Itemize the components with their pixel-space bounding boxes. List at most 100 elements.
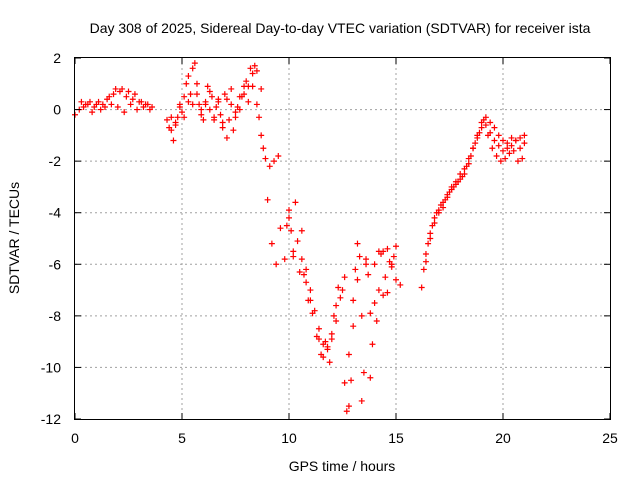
- data-point: [431, 220, 438, 227]
- data-point: [337, 294, 344, 301]
- data-point: [140, 103, 147, 110]
- data-point: [303, 279, 310, 286]
- data-point: [341, 379, 348, 386]
- data-point: [427, 230, 434, 237]
- data-point: [504, 140, 511, 147]
- data-point: [221, 91, 228, 98]
- data-point: [384, 289, 391, 296]
- data-point: [185, 73, 192, 80]
- data-point: [440, 204, 447, 211]
- data-point: [345, 403, 352, 410]
- data-point: [108, 101, 115, 108]
- data-point: [371, 299, 378, 306]
- data-point: [444, 191, 451, 198]
- data-point: [198, 106, 205, 113]
- data-point: [393, 276, 399, 283]
- data-point: [506, 150, 513, 157]
- data-point: [521, 140, 528, 147]
- data-point: [286, 214, 292, 221]
- data-point: [303, 266, 310, 273]
- x-tick-label: 5: [178, 430, 186, 446]
- x-tick-label: 25: [602, 430, 618, 446]
- data-point: [296, 269, 303, 276]
- data-point: [226, 116, 233, 123]
- data-point: [422, 250, 429, 257]
- data-point: [97, 106, 104, 113]
- plot-frame: [74, 57, 611, 420]
- data-point: [271, 158, 278, 165]
- data-point: [168, 114, 175, 121]
- data-point: [106, 93, 113, 100]
- data-point: [273, 261, 280, 268]
- y-tick-label: -4: [49, 205, 62, 221]
- data-point: [470, 145, 477, 152]
- data-point: [350, 323, 357, 330]
- data-point: [519, 155, 526, 162]
- data-point: [461, 165, 468, 172]
- data-point: [236, 106, 243, 113]
- data-point: [348, 377, 355, 384]
- data-point: [206, 106, 213, 113]
- data-point: [176, 103, 183, 110]
- data-point: [286, 207, 292, 214]
- x-axis-label: GPS time / hours: [289, 458, 396, 474]
- data-point: [187, 91, 194, 98]
- data-point: [206, 88, 213, 95]
- data-point: [164, 116, 171, 123]
- data-point: [330, 312, 337, 319]
- data-point: [491, 137, 498, 144]
- data-point: [382, 274, 389, 281]
- data-point: [121, 109, 128, 116]
- data-point: [380, 248, 387, 255]
- data-point: [243, 78, 250, 85]
- data-point: [179, 109, 185, 116]
- data-point: [119, 85, 126, 92]
- data-point: [86, 98, 93, 105]
- data-point: [371, 261, 378, 268]
- data-point: [112, 85, 119, 92]
- data-point: [230, 127, 237, 134]
- y-tick-label: -10: [41, 359, 61, 375]
- data-point: [485, 132, 492, 139]
- data-point: [448, 183, 455, 190]
- data-point: [307, 297, 314, 304]
- data-point: [183, 80, 190, 87]
- data-point: [356, 253, 363, 260]
- data-point: [335, 284, 342, 291]
- data-point: [127, 101, 134, 108]
- data-point: [350, 297, 357, 304]
- data-point: [228, 85, 235, 92]
- data-point: [283, 222, 290, 229]
- data-point: [393, 243, 399, 250]
- data-point: [425, 240, 432, 247]
- data-point: [258, 85, 265, 92]
- y-tick-label: -6: [49, 256, 62, 272]
- data-point: [367, 374, 374, 381]
- data-point: [322, 338, 329, 345]
- data-point: [521, 132, 528, 139]
- data-point: [442, 196, 449, 203]
- data-point: [510, 147, 517, 154]
- data-point: [380, 292, 387, 299]
- data-point: [80, 103, 87, 110]
- data-point: [489, 145, 496, 152]
- data-points: [72, 60, 528, 415]
- data-point: [99, 101, 106, 108]
- data-point: [431, 214, 438, 221]
- data-point: [328, 336, 335, 343]
- data-point: [324, 343, 331, 350]
- data-point: [193, 80, 200, 87]
- data-point: [328, 330, 335, 337]
- data-point: [134, 106, 141, 113]
- data-point: [500, 137, 506, 144]
- data-point: [264, 196, 271, 203]
- data-point: [478, 124, 485, 131]
- data-point: [365, 271, 372, 278]
- data-point: [215, 98, 222, 105]
- data-point: [517, 145, 524, 152]
- data-point: [232, 109, 239, 116]
- data-point: [123, 93, 130, 100]
- data-point: [219, 124, 226, 131]
- data-point: [290, 248, 297, 255]
